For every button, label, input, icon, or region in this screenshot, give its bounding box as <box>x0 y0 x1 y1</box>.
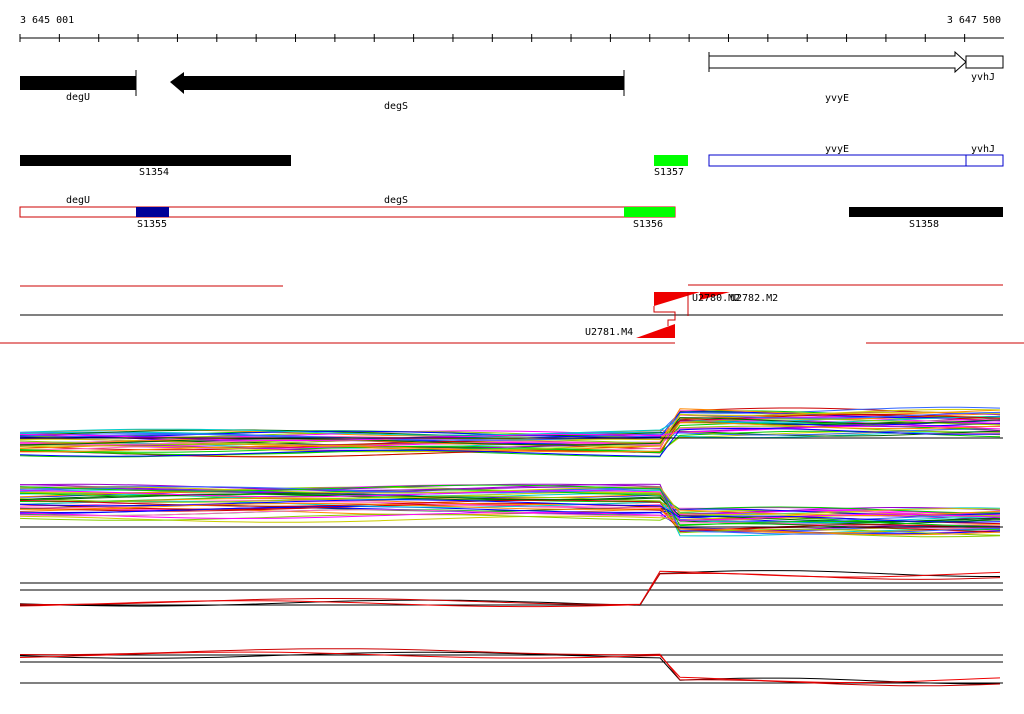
segment <box>20 155 291 166</box>
gene-label: degU <box>66 92 90 103</box>
expression-line <box>19 651 1001 683</box>
transcript-mark <box>700 292 730 300</box>
segment <box>19 206 676 218</box>
expression-line <box>19 499 1001 523</box>
expression-line <box>19 416 1001 450</box>
gene-yvyE <box>708 50 967 74</box>
expression-line <box>19 486 1001 515</box>
segment <box>624 207 675 217</box>
expression-line <box>19 570 1000 607</box>
segment-label: S1356 <box>633 219 663 230</box>
expression-line <box>19 422 1001 451</box>
transcript-line <box>653 306 676 326</box>
transcript-label: U2782.M2 <box>730 293 778 304</box>
segment-label: S1354 <box>139 167 169 178</box>
segment-label: S1358 <box>909 219 939 230</box>
expression-line <box>19 500 1001 524</box>
expression-line <box>20 422 1001 453</box>
expression-line <box>19 570 1001 608</box>
expression-tracks <box>19 406 1003 687</box>
gene-degS <box>170 72 624 94</box>
ruler-ticks <box>19 34 966 42</box>
expression-line <box>19 512 1001 523</box>
expression-line <box>19 490 1001 521</box>
expression-line <box>19 572 1001 606</box>
segment-label: yvyE <box>825 144 849 155</box>
expression-line <box>19 651 1000 685</box>
expression-line <box>19 430 1001 456</box>
segment <box>849 207 1003 217</box>
expression-line <box>19 411 1001 441</box>
expression-line <box>19 416 1001 436</box>
segment-label: degS <box>384 195 408 206</box>
segment <box>654 155 688 166</box>
segment-label: S1355 <box>137 219 167 230</box>
expression-line <box>19 491 1001 534</box>
expression-line <box>19 506 1001 516</box>
expression-line <box>19 483 1001 532</box>
expression-line <box>19 509 1001 529</box>
expression-line <box>19 486 1001 516</box>
expression-line <box>19 648 1001 687</box>
expression-line <box>19 484 1001 528</box>
ruler-start: 3 645 001 <box>20 15 74 26</box>
gene-degU <box>20 76 136 90</box>
segment-label: S1357 <box>654 167 684 178</box>
segment-label: yvhJ <box>971 144 995 155</box>
expression-line <box>19 418 1001 445</box>
expression-line <box>19 427 1001 457</box>
expression-line <box>20 502 1001 536</box>
expression-line <box>19 429 1001 437</box>
ruler-end: 3 647 500 <box>947 15 1001 26</box>
transcript-label: U2780.M2 <box>692 293 740 304</box>
segment <box>136 207 169 217</box>
segment-label: degU <box>66 195 90 206</box>
transcript-mark <box>636 324 675 338</box>
expression-line <box>19 417 1001 446</box>
gene-label: yvhJ <box>971 72 995 83</box>
segment <box>708 154 1004 167</box>
gene-label: yvyE <box>825 93 849 104</box>
transcript-label: U2781.M4 <box>585 327 633 338</box>
expression-line <box>19 408 1001 453</box>
expression-line <box>19 495 1001 536</box>
gene-label: degS <box>384 101 408 112</box>
gene-yvhJ <box>965 55 1004 69</box>
